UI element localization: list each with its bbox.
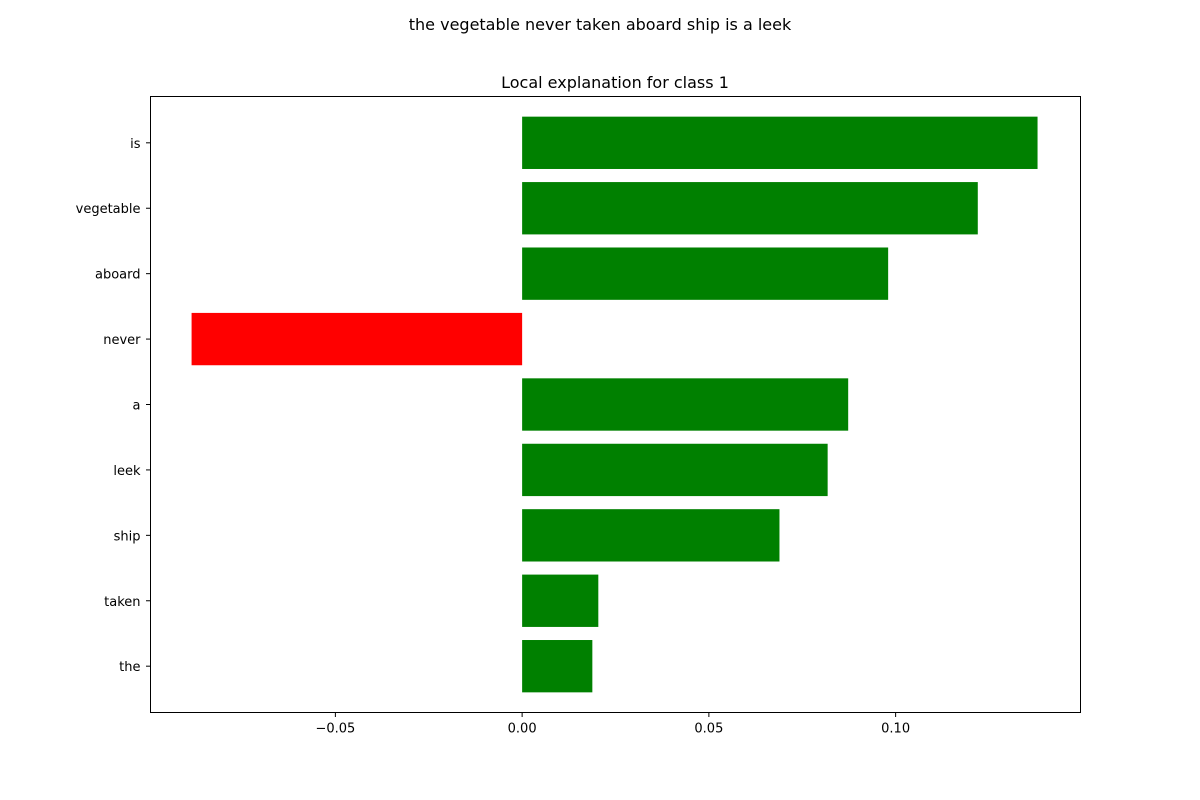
- figure-suptitle: the vegetable never taken aboard ship is…: [409, 15, 792, 34]
- bar-is: [522, 116, 1038, 169]
- y-tick-label: leek: [113, 464, 141, 479]
- bar-aboard: [522, 247, 889, 300]
- bars-group: [191, 116, 1038, 693]
- y-axis-ticks: is vegetable aboard never a leek ship taken the: [76, 137, 151, 675]
- y-tick-label: aboard: [95, 268, 141, 283]
- y-tick-label: a: [133, 399, 141, 414]
- y-tick-label: is: [130, 137, 141, 152]
- bar-never: [191, 312, 523, 366]
- plot-area-frame: [150, 96, 1081, 713]
- x-tick-label: 0.00: [508, 722, 537, 737]
- y-tick-label: vegetable: [76, 202, 141, 217]
- bar-the: [522, 640, 593, 693]
- bar-leek: [522, 443, 828, 497]
- bar-vegetable: [522, 182, 978, 235]
- chart-title: Local explanation for class 1: [501, 73, 729, 92]
- bar-taken: [522, 574, 599, 627]
- y-tick-label: ship: [114, 529, 141, 544]
- x-axis-ticks: −0.05 0.00 0.05 0.10: [315, 712, 910, 737]
- x-tick-label: 0.10: [881, 722, 910, 737]
- y-tick-label: never: [103, 333, 141, 348]
- y-tick-label: taken: [104, 595, 140, 610]
- bar-ship: [522, 509, 780, 562]
- x-tick-label: 0.05: [694, 722, 723, 737]
- x-tick-label: −0.05: [315, 722, 355, 737]
- bar-a: [522, 378, 849, 431]
- y-tick-label: the: [119, 660, 140, 675]
